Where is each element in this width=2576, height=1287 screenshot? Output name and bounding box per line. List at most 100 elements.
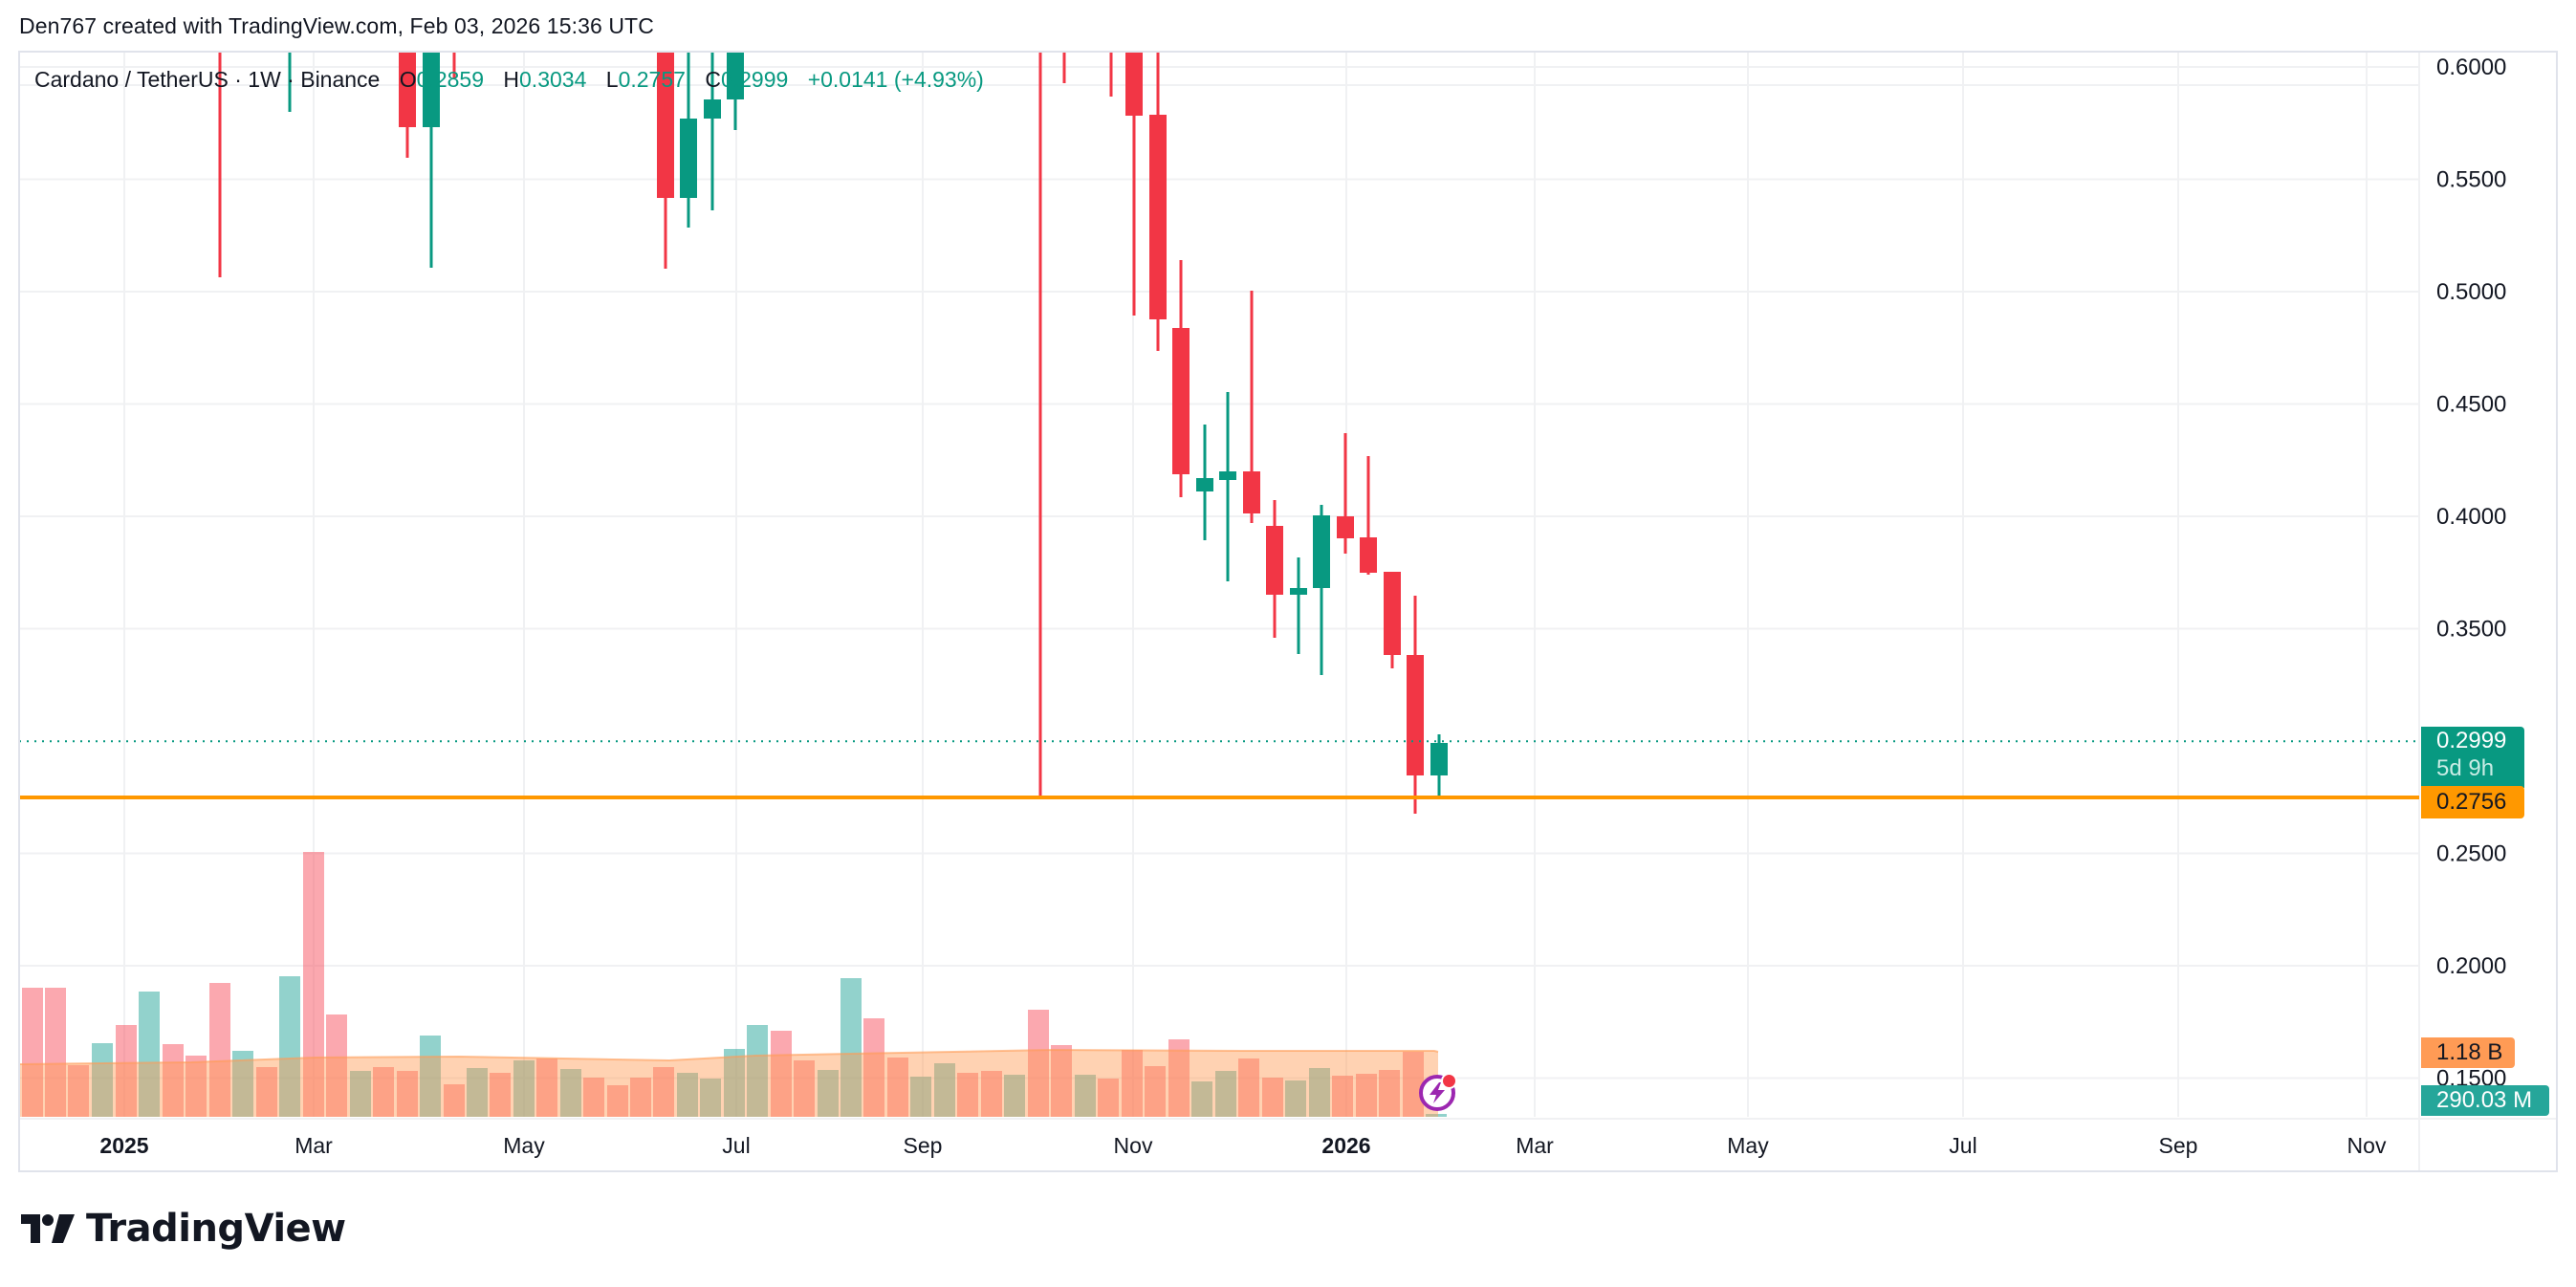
price-tick-label: 0.2500 [2436, 841, 2506, 867]
price-axis[interactable]: 0.6000 0.5500 0.5000 0.4500 0.4000 0.3500 0.25… [2436, 55, 2506, 1092]
volume-bar [1309, 1068, 1330, 1117]
volume-bar [747, 1025, 768, 1117]
time-tick-label: Sep [2159, 1133, 2198, 1158]
volume-bar [92, 1043, 113, 1117]
low-value: 0.2757 [618, 67, 686, 92]
candle [1337, 516, 1354, 538]
low-label: L [605, 67, 619, 92]
volume-bar [256, 1067, 277, 1117]
volume-bar [1238, 1058, 1259, 1117]
price-tick-label: 0.6000 [2436, 55, 2506, 80]
candle [657, 52, 674, 198]
bolt-glyph [1430, 1082, 1445, 1103]
volume-bar [560, 1069, 581, 1117]
volume-bar [1098, 1079, 1119, 1117]
time-tick-label: May [1727, 1133, 1769, 1158]
volume-bar [1285, 1080, 1306, 1117]
volume-bar [653, 1067, 674, 1117]
volume-bar [910, 1077, 931, 1117]
volume-bar [630, 1078, 651, 1117]
volume-bar [887, 1058, 908, 1117]
volume-bar [794, 1060, 815, 1117]
volume-bar [68, 1065, 89, 1117]
volume-bar [373, 1067, 394, 1117]
candle [727, 52, 744, 99]
volume-bar [981, 1071, 1002, 1117]
price-tick-label: 0.5000 [2436, 279, 2506, 305]
volume-bar [1122, 1050, 1143, 1117]
volume-bar [1332, 1076, 1353, 1117]
volume-bar [1215, 1071, 1236, 1117]
lightning-icon[interactable] [1419, 1073, 1457, 1111]
volume-bar [22, 988, 43, 1117]
tradingview-logo[interactable]: TradingView [21, 1207, 346, 1251]
candle [1266, 526, 1283, 595]
price-tick-label: 0.4500 [2436, 392, 2506, 418]
volume-bar [724, 1049, 745, 1117]
volume-bar [1145, 1066, 1166, 1117]
candle [704, 99, 721, 119]
bar-countdown: 5d 9h [2436, 755, 2495, 781]
volume-bar [934, 1063, 955, 1117]
open-label: O [399, 67, 417, 92]
last-price-value: 0.2999 [2436, 728, 2507, 753]
candle [1172, 328, 1190, 474]
candle [1149, 115, 1167, 319]
chart-attribution: Den767 created with TradingView.com, Feb… [19, 13, 654, 38]
time-tick-label: Mar [1516, 1133, 1554, 1158]
symbol-title[interactable]: Cardano / TetherUS · 1W · Binance [34, 67, 381, 92]
candle [1360, 537, 1377, 573]
open-value: 0.2859 [416, 67, 484, 92]
change-value: +0.0141 (+4.93%) [807, 67, 984, 92]
tradingview-wordmark: TradingView [86, 1207, 346, 1251]
high-label: H [503, 67, 520, 92]
volume-bar [303, 852, 324, 1117]
candle [1125, 52, 1143, 116]
volume-bar [139, 992, 160, 1117]
volume-bar [1075, 1075, 1096, 1117]
volume-bar [1191, 1081, 1212, 1117]
volume-bar [490, 1073, 511, 1117]
time-tick-label: Mar [295, 1133, 333, 1158]
time-tick-label: May [503, 1133, 545, 1158]
time-axis[interactable]: 2025 Mar May Jul Sep Nov 2026 Mar May Jul Sep Nov [99, 1133, 2387, 1158]
volume-bar [1379, 1070, 1400, 1117]
notification-dot [1441, 1073, 1457, 1089]
candlestick-series [218, 52, 1448, 814]
time-tick-label: 2025 [99, 1133, 148, 1158]
volume-bar [957, 1073, 978, 1117]
volume-bar [1426, 1114, 1447, 1117]
candle [680, 119, 697, 198]
candle [1219, 471, 1236, 480]
price-lines [19, 740, 2419, 799]
symbol-legend: Cardano / TetherUS · 1W · Binance O0.285… [34, 67, 984, 93]
volume-bar [583, 1078, 604, 1117]
volume-bar [1004, 1075, 1025, 1117]
candle [1430, 743, 1448, 775]
volume-ma-area [19, 1050, 1438, 1117]
close-label: C [705, 67, 721, 92]
time-tick-label: 2026 [1321, 1133, 1370, 1158]
price-tick-label: 0.4000 [2436, 504, 2506, 530]
volume-bar [1262, 1078, 1283, 1117]
volume-bar [1356, 1074, 1377, 1117]
volume-bar [1168, 1039, 1190, 1117]
chart-frame [18, 51, 2558, 1172]
volume-tag: 290.03 M [2421, 1085, 2549, 1116]
high-value: 0.3034 [519, 67, 587, 92]
horizontal-line-price-tag[interactable]: 0.2756 [2421, 786, 2524, 818]
volume-bar [116, 1025, 137, 1117]
candle [423, 52, 440, 127]
time-tick-label: Jul [1949, 1133, 1976, 1158]
volume-bar [840, 978, 862, 1117]
volume-bar [607, 1085, 628, 1117]
candle [1196, 478, 1213, 491]
volume-bar [536, 1058, 557, 1117]
price-tick-label: 0.2000 [2436, 953, 2506, 979]
volume-bar [444, 1084, 465, 1117]
volume-bar [45, 988, 66, 1117]
volume-bar [326, 1014, 347, 1117]
candle [1384, 572, 1401, 655]
volume-bar [467, 1068, 488, 1117]
